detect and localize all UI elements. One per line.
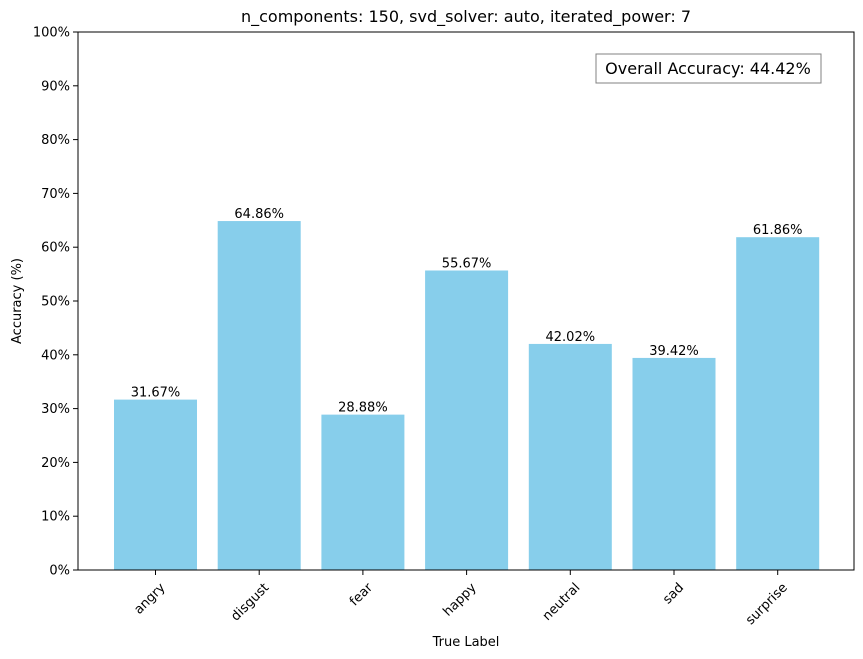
y-tick-label: 0%: [49, 564, 70, 579]
bar-fear: [321, 414, 405, 570]
y-tick-label: 50%: [41, 295, 70, 310]
data-label-fear: 28.88%: [338, 401, 388, 416]
y-tick-label: 100%: [33, 26, 70, 41]
x-axis-label: True Label: [432, 635, 500, 650]
y-tick-label: 80%: [41, 133, 70, 148]
data-label-neutral: 42.02%: [546, 330, 596, 345]
x-tick-label: surprise: [743, 580, 791, 628]
y-axis-label: Accuracy (%): [10, 258, 25, 344]
x-tick-label: neutral: [540, 580, 583, 623]
x-tick-label: sad: [660, 580, 687, 607]
y-axis: 0% 10% 20% 30% 40% 50% 60% 70% 80% 90% 100%: [33, 26, 78, 579]
chart-title: n_components: 150, svd_solver: auto, ite…: [241, 7, 691, 27]
x-tick-label: disgust: [228, 580, 272, 624]
annotation-box: [595, 53, 822, 84]
data-label-disgust: 64.86%: [234, 207, 284, 222]
x-tick-label: fear: [347, 580, 376, 609]
data-label-angry: 31.67%: [131, 386, 181, 401]
y-tick-label: 10%: [41, 510, 70, 525]
bar-surprise: [736, 237, 820, 570]
overall-accuracy-annotation: Overall Accuracy: 44.42%: [605, 59, 811, 78]
x-axis: angry disgust fear happy neutral sad surprise: [131, 570, 791, 628]
data-label-happy: 55.67%: [442, 256, 492, 271]
x-tick-label: happy: [440, 580, 479, 619]
plot-frame: [77, 31, 855, 571]
y-tick-label: 60%: [41, 241, 70, 256]
y-tick-label: 40%: [41, 348, 70, 363]
y-tick-label: 30%: [41, 402, 70, 417]
data-label-surprise: 61.86%: [753, 223, 803, 238]
y-tick-label: 90%: [41, 79, 70, 94]
data-label-sad: 39.42%: [649, 344, 699, 359]
bar-angry: [114, 399, 197, 570]
bars-group: 31.67% 64.86% 28.88% 55.67% 42.02% 39.42% 61.8…: [114, 207, 820, 570]
y-tick-label: 70%: [41, 187, 70, 202]
bar-neutral: [528, 343, 612, 570]
bar-sad: [632, 357, 716, 570]
x-tick-label: angry: [131, 580, 168, 617]
y-tick-label: 20%: [41, 456, 70, 471]
bar-happy: [425, 270, 509, 570]
bar-disgust: [217, 221, 301, 570]
